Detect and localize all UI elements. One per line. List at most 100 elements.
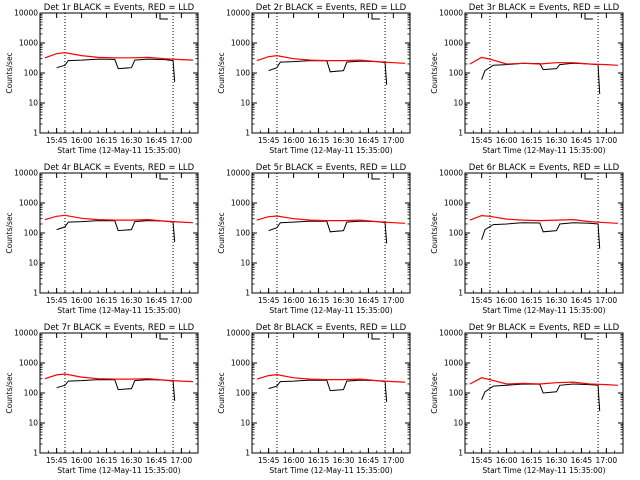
chart-title: Det 6r BLACK = Events, RED = LLD — [469, 163, 620, 173]
chart-panel-3: Det 3r BLACK = Events, RED = LLD 1 10 100 10… — [430, 3, 624, 155]
x-tick-label: 16:45 — [146, 456, 168, 465]
series-line-lld — [44, 51, 194, 61]
y-tick-label: 10 — [28, 259, 38, 268]
plot-frame — [464, 12, 624, 134]
y-tick-label: 100 — [236, 229, 251, 238]
y-tick-label: 10000 — [14, 169, 38, 178]
y-axis-label: Counts/sec — [217, 372, 226, 413]
x-tick-label: 16:45 — [146, 136, 168, 145]
y-axis-label: Counts/sec — [5, 212, 14, 253]
x-axis-label: Start Time (12-May-11 15:35:00) — [482, 306, 605, 315]
x-tick-label: 16:00 — [283, 136, 305, 145]
y-tick-label: 10000 — [226, 329, 250, 338]
chart-panel-6: Det 6r BLACK = Events, RED = LLD 1 10 100 10… — [430, 163, 624, 315]
attenuator-marker — [159, 333, 168, 340]
y-tick-label: 100 — [24, 229, 39, 238]
x-tick-label: 16:30 — [333, 296, 355, 305]
x-tick-label: 17:00 — [383, 296, 405, 305]
x-tick-label: 15:45 — [46, 296, 68, 305]
chart-title: Det 7r BLACK = Events, RED = LLD — [44, 323, 195, 333]
series-line-lld — [469, 214, 619, 224]
series-line-lld — [256, 373, 406, 383]
x-tick-label: 16:30 — [333, 456, 355, 465]
y-tick-label: 1 — [33, 289, 38, 298]
series-line-lld — [44, 214, 194, 224]
attenuator-marker — [584, 333, 593, 340]
y-tick-label: 1 — [33, 449, 38, 458]
y-tick-label: 1000 — [444, 359, 463, 368]
x-tick-label: 15:45 — [46, 136, 68, 145]
series-line-events — [56, 220, 176, 243]
x-tick-label: 16:00 — [496, 136, 518, 145]
y-tick-label: 1 — [458, 129, 463, 138]
chart-title: Det 8r BLACK = Events, RED = LLD — [256, 323, 407, 333]
y-axis-label: Counts/sec — [430, 52, 439, 93]
y-tick-label: 1000 — [231, 199, 250, 208]
y-tick-label: 10 — [240, 419, 250, 428]
y-tick-label: 1000 — [444, 39, 463, 48]
chart-title: Det 9r BLACK = Events, RED = LLD — [469, 323, 620, 333]
x-tick-label: 15:45 — [46, 456, 68, 465]
x-axis-label: Start Time (12-May-11 15:35:00) — [482, 146, 605, 155]
attenuator-marker — [371, 13, 380, 20]
series-line-events — [481, 222, 601, 249]
y-tick-label: 100 — [449, 389, 464, 398]
x-tick-label: 16:15 — [96, 136, 118, 145]
x-tick-label: 17:00 — [171, 456, 193, 465]
series-line-events — [268, 379, 388, 403]
y-tick-label: 1 — [458, 289, 463, 298]
x-axis-label: Start Time (12-May-11 15:35:00) — [269, 466, 392, 475]
series-line-lld — [469, 377, 619, 386]
series-line-events — [268, 60, 388, 85]
x-tick-label: 17:00 — [171, 296, 193, 305]
x-tick-label: 16:45 — [571, 456, 593, 465]
y-tick-label: 1000 — [19, 39, 38, 48]
chart-title: Det 1r BLACK = Events, RED = LLD — [44, 3, 195, 13]
x-tick-label: 16:15 — [308, 136, 330, 145]
x-tick-label: 15:45 — [471, 136, 493, 145]
x-tick-label: 16:30 — [121, 296, 143, 305]
chart-panel-1: Det 1r BLACK = Events, RED = LLD 1 10 100 10… — [5, 3, 199, 155]
chart-panel-9: Det 9r BLACK = Events, RED = LLD 1 10 100 10… — [430, 323, 624, 475]
x-tick-label: 16:45 — [358, 456, 380, 465]
y-tick-label: 10 — [240, 259, 250, 268]
attenuator-marker — [584, 173, 593, 180]
y-tick-label: 10000 — [14, 9, 38, 18]
x-tick-label: 17:00 — [596, 296, 618, 305]
y-tick-label: 1000 — [444, 199, 463, 208]
y-tick-label: 100 — [449, 69, 464, 78]
y-axis-label: Counts/sec — [430, 372, 439, 413]
y-tick-label: 1000 — [19, 359, 38, 368]
x-axis-label: Start Time (12-May-11 15:35:00) — [57, 146, 180, 155]
x-tick-label: 16:30 — [546, 296, 568, 305]
y-axis-label: Counts/sec — [217, 52, 226, 93]
x-tick-label: 16:30 — [333, 136, 355, 145]
x-tick-label: 16:30 — [546, 136, 568, 145]
y-tick-label: 1 — [33, 129, 38, 138]
x-tick-label: 15:45 — [471, 296, 493, 305]
plot-frame — [464, 172, 624, 294]
x-tick-label: 16:00 — [496, 296, 518, 305]
y-tick-label: 10 — [453, 259, 463, 268]
chart-panel-8: Det 8r BLACK = Events, RED = LLD 1 10 100 10… — [217, 323, 411, 475]
x-tick-label: 17:00 — [596, 136, 618, 145]
x-tick-label: 16:15 — [521, 296, 543, 305]
x-tick-label: 16:30 — [546, 456, 568, 465]
y-tick-label: 10000 — [226, 169, 250, 178]
series-line-lld — [44, 373, 194, 383]
y-tick-label: 10000 — [439, 9, 463, 18]
x-axis-label: Start Time (12-May-11 15:35:00) — [57, 466, 180, 475]
y-axis-label: Counts/sec — [5, 372, 14, 413]
y-tick-label: 1000 — [231, 39, 250, 48]
y-tick-label: 100 — [236, 69, 251, 78]
x-axis-label: Start Time (12-May-11 15:35:00) — [269, 146, 392, 155]
y-tick-label: 1 — [245, 449, 250, 458]
y-tick-label: 10 — [453, 419, 463, 428]
y-tick-label: 100 — [24, 69, 39, 78]
chart-panel-2: Det 2r BLACK = Events, RED = LLD 1 10 100 10… — [217, 3, 411, 155]
y-tick-label: 100 — [236, 389, 251, 398]
y-tick-label: 10 — [28, 99, 38, 108]
y-axis-label: Counts/sec — [217, 212, 226, 253]
x-tick-label: 16:45 — [146, 296, 168, 305]
